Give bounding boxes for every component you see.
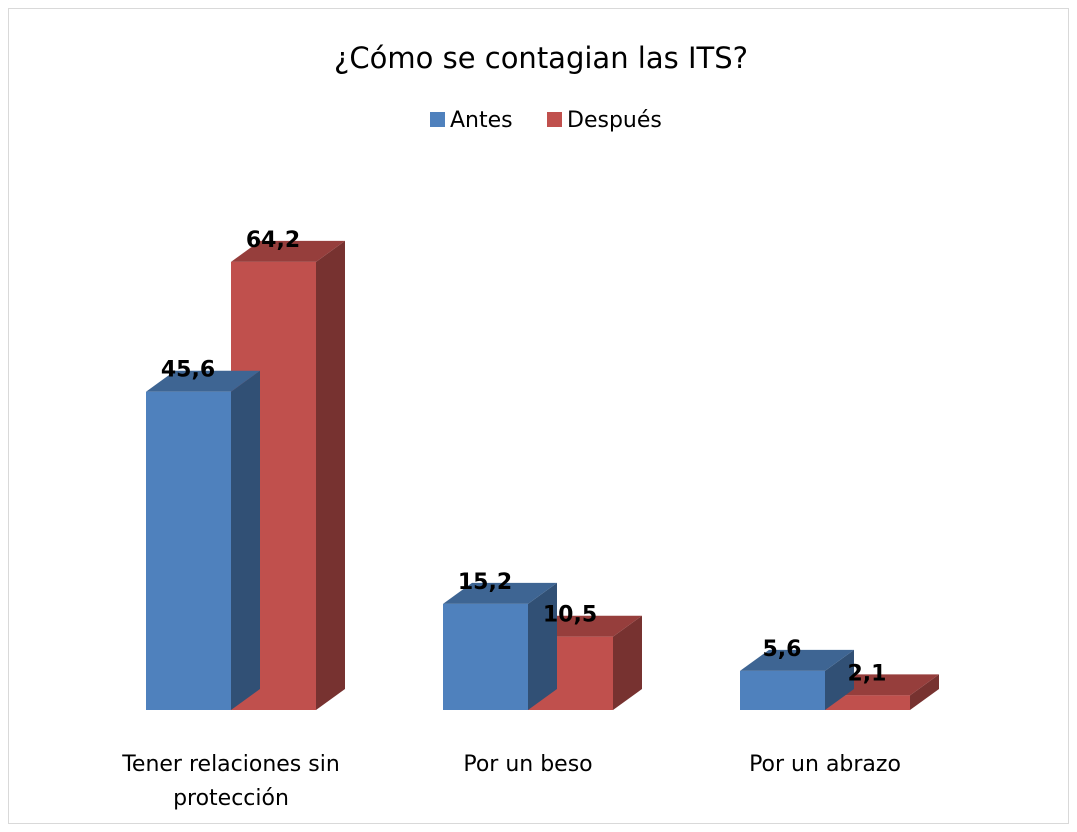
bar-top: [443, 582, 557, 604]
bar-side: [231, 370, 260, 710]
bar: [825, 695, 910, 710]
data-label: 15,2: [458, 570, 512, 595]
data-label: 64,2: [246, 228, 300, 253]
bar-side: [528, 582, 557, 710]
data-label: 45,6: [161, 358, 215, 383]
bar-side: [825, 649, 854, 710]
bar-top: [740, 649, 854, 671]
bar: [443, 603, 528, 710]
chart-title: ¿Cómo se contagian las ITS?: [334, 41, 748, 75]
data-label: 10,5: [543, 603, 597, 628]
x-tick-label: Por un abrazo: [749, 752, 901, 777]
data-label: 5,6: [763, 637, 802, 662]
bar-top: [146, 370, 260, 392]
legend-label: Antes: [450, 108, 513, 133]
legend-swatch: [430, 112, 445, 127]
bar: [740, 670, 825, 710]
bar: [146, 391, 231, 710]
bar-side: [910, 674, 939, 710]
bar-side: [613, 615, 642, 710]
x-tick-label: Por un beso: [463, 752, 593, 777]
data-label: 2,1: [848, 661, 887, 686]
bar-side: [316, 240, 345, 710]
bar-top: [231, 240, 345, 262]
legend-swatch: [547, 112, 562, 127]
legend-label: Después: [567, 108, 662, 133]
x-tick-label: Tener relaciones sin protección: [122, 752, 340, 811]
